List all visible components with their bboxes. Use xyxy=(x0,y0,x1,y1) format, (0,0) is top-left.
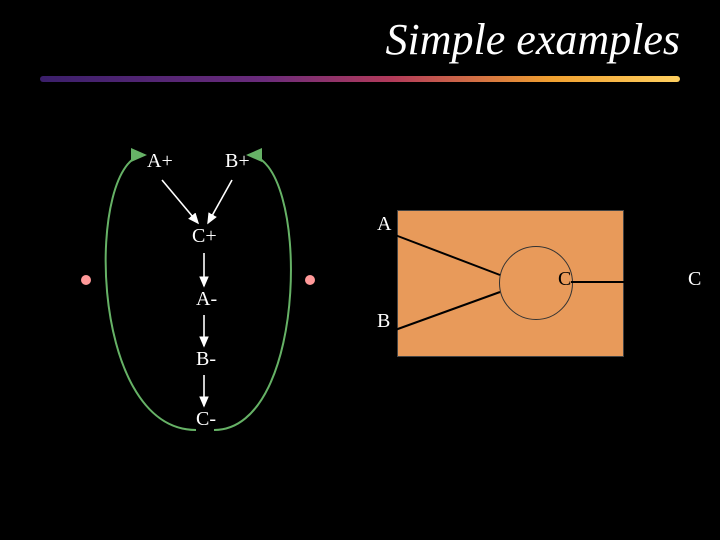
node-b-plus: B+ xyxy=(225,150,250,173)
diagram-svg xyxy=(0,0,720,540)
slide: Simple examples xyxy=(0,0,720,540)
box-lines xyxy=(395,235,682,330)
node-a-plus: A+ xyxy=(147,150,173,173)
node-a-minus: A- xyxy=(196,288,217,311)
arc-dot-right xyxy=(305,275,315,285)
box-label-c-out: C xyxy=(688,268,701,291)
box-label-c-in: C xyxy=(558,268,571,291)
box-label-a: A xyxy=(377,213,391,236)
node-c-minus: C- xyxy=(196,408,216,431)
box-label-b: B xyxy=(377,310,390,333)
arc-dot-left xyxy=(81,275,91,285)
node-c-plus: C+ xyxy=(192,225,217,248)
node-b-minus: B- xyxy=(196,348,216,371)
